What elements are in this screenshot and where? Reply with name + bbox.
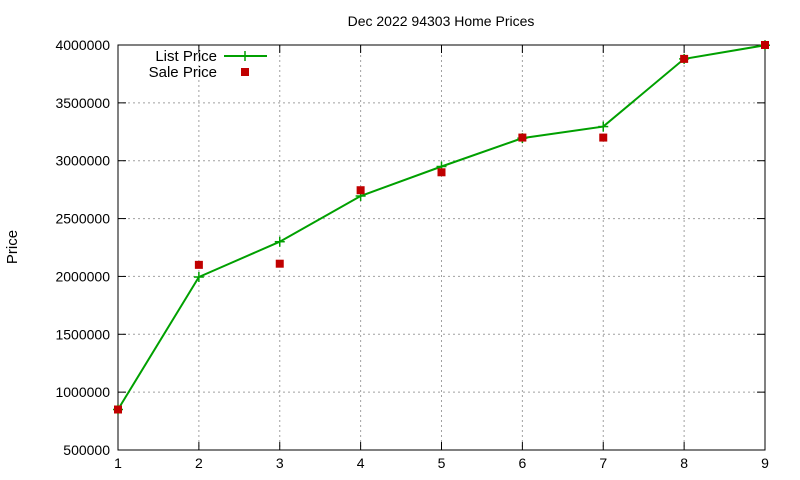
legend-label: List Price (155, 48, 217, 65)
chart-title: Dec 2022 94303 Home Prices (348, 13, 535, 29)
series (113, 40, 770, 415)
y-tick-label: 2500000 (55, 211, 110, 227)
sale-price-point (599, 133, 608, 142)
legend-item-list-price: List Price (155, 48, 267, 65)
x-tick-label: 9 (761, 455, 769, 471)
y-axis-label: Price (4, 230, 21, 264)
y-tick-label: 3000000 (55, 153, 110, 169)
axis-ticks: 500000 1000000 1500000 2000000 2500000 300000… (55, 37, 769, 471)
x-tick-label: 3 (276, 455, 284, 471)
x-tick-label: 5 (438, 455, 446, 471)
list-price-point (598, 121, 609, 132)
legend-marker-swatch (241, 68, 249, 76)
x-tick-label: 6 (518, 455, 526, 471)
sale-price-point (437, 168, 446, 177)
y-tick-label: 3500000 (55, 95, 110, 111)
sale-price-point (680, 54, 689, 63)
legend-item-sale-price: Sale Price (149, 64, 249, 81)
sale-price-point (761, 41, 769, 49)
x-tick-label: 4 (357, 455, 365, 471)
y-tick-label: 2000000 (55, 268, 110, 284)
sale-price-point (194, 260, 203, 269)
y-tick-label: 1000000 (55, 384, 110, 400)
x-tick-label: 8 (680, 455, 688, 471)
sale-price-point (518, 133, 527, 142)
sale-price-point (356, 186, 365, 195)
sale-price-point (275, 259, 284, 268)
list-price-point (274, 236, 285, 247)
legend-label: Sale Price (149, 64, 217, 81)
list-price-point (193, 272, 204, 283)
sale-price-point (114, 405, 122, 414)
grid (118, 45, 765, 450)
list-price-line (117, 44, 766, 411)
x-tick-label: 7 (599, 455, 607, 471)
x-tick-label: 2 (195, 455, 203, 471)
sale-price-series (114, 41, 769, 414)
legend-marker-swatch (240, 51, 250, 61)
y-tick-label: 1500000 (55, 326, 110, 342)
x-tick-label: 1 (114, 455, 122, 471)
y-tick-label: 500000 (63, 442, 110, 458)
y-tick-label: 4000000 (55, 37, 110, 53)
